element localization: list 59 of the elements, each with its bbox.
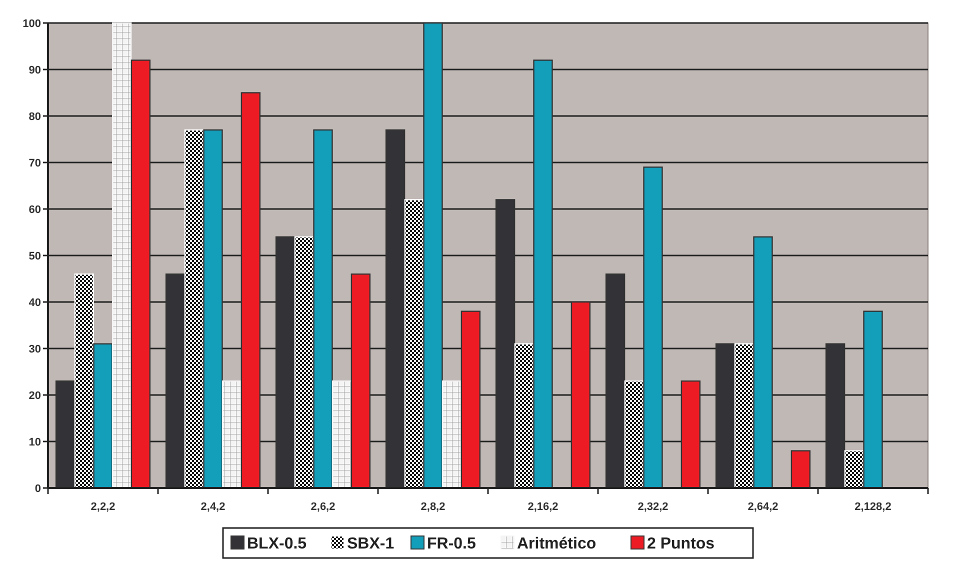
legend-label: SBX-1 — [347, 536, 394, 553]
x-tick-label: 2,16,2 — [528, 501, 558, 513]
legend-label: FR-0.5 — [427, 536, 476, 553]
legend-label: BLX-0.5 — [247, 536, 307, 553]
y-tick-label: 30 — [28, 343, 41, 356]
x-tick-label: 2,128,2 — [854, 501, 892, 513]
bar — [184, 129, 204, 489]
bar — [130, 60, 151, 489]
bar — [442, 380, 462, 489]
y-tick-label: 50 — [28, 250, 41, 262]
bar — [93, 343, 113, 489]
bar — [332, 380, 352, 489]
bar — [112, 22, 132, 489]
bar — [643, 166, 663, 489]
bar — [825, 343, 846, 489]
bar — [313, 129, 333, 489]
bar — [74, 274, 94, 489]
y-tick-label: 100 — [22, 18, 41, 30]
bar — [715, 343, 736, 489]
bar — [240, 92, 261, 489]
bar — [624, 380, 644, 489]
bar — [165, 274, 186, 489]
bar — [495, 199, 516, 489]
bar — [605, 274, 626, 489]
legend-label: 2 Puntos — [647, 536, 715, 553]
bar — [222, 380, 242, 489]
bar — [203, 129, 223, 489]
bar — [385, 129, 406, 489]
bar — [753, 236, 773, 489]
bar — [294, 236, 314, 489]
y-tick-label: 90 — [28, 64, 41, 76]
bar — [275, 236, 296, 489]
y-tick-label: 60 — [28, 204, 41, 216]
y-tick-label: 10 — [28, 436, 41, 448]
y-tick-label: 20 — [28, 390, 41, 402]
bar — [844, 450, 864, 489]
x-tick-label: 2,32,2 — [638, 501, 668, 513]
x-tick-label: 2,6,2 — [310, 501, 336, 513]
bar — [790, 450, 811, 489]
bar — [423, 22, 443, 489]
x-tick-label: 2,4,2 — [200, 501, 226, 513]
y-tick-label: 70 — [28, 157, 41, 170]
bar — [680, 380, 701, 489]
bar — [570, 301, 591, 489]
x-tick-label: 2,2,2 — [90, 501, 116, 513]
bar — [533, 60, 553, 489]
y-tick-label: 80 — [28, 110, 41, 123]
bar — [55, 380, 76, 489]
y-tick-label: 0 — [34, 482, 41, 495]
x-tick-label: 2,64,2 — [748, 501, 778, 513]
y-tick-label: 40 — [28, 296, 41, 309]
bar — [350, 274, 371, 489]
bar — [863, 310, 883, 489]
bar — [460, 310, 481, 489]
bar — [404, 199, 424, 489]
legend-label: Aritmético — [517, 536, 596, 553]
bar — [514, 343, 534, 489]
bar — [734, 343, 754, 489]
x-tick-label: 2,8,2 — [420, 501, 446, 513]
